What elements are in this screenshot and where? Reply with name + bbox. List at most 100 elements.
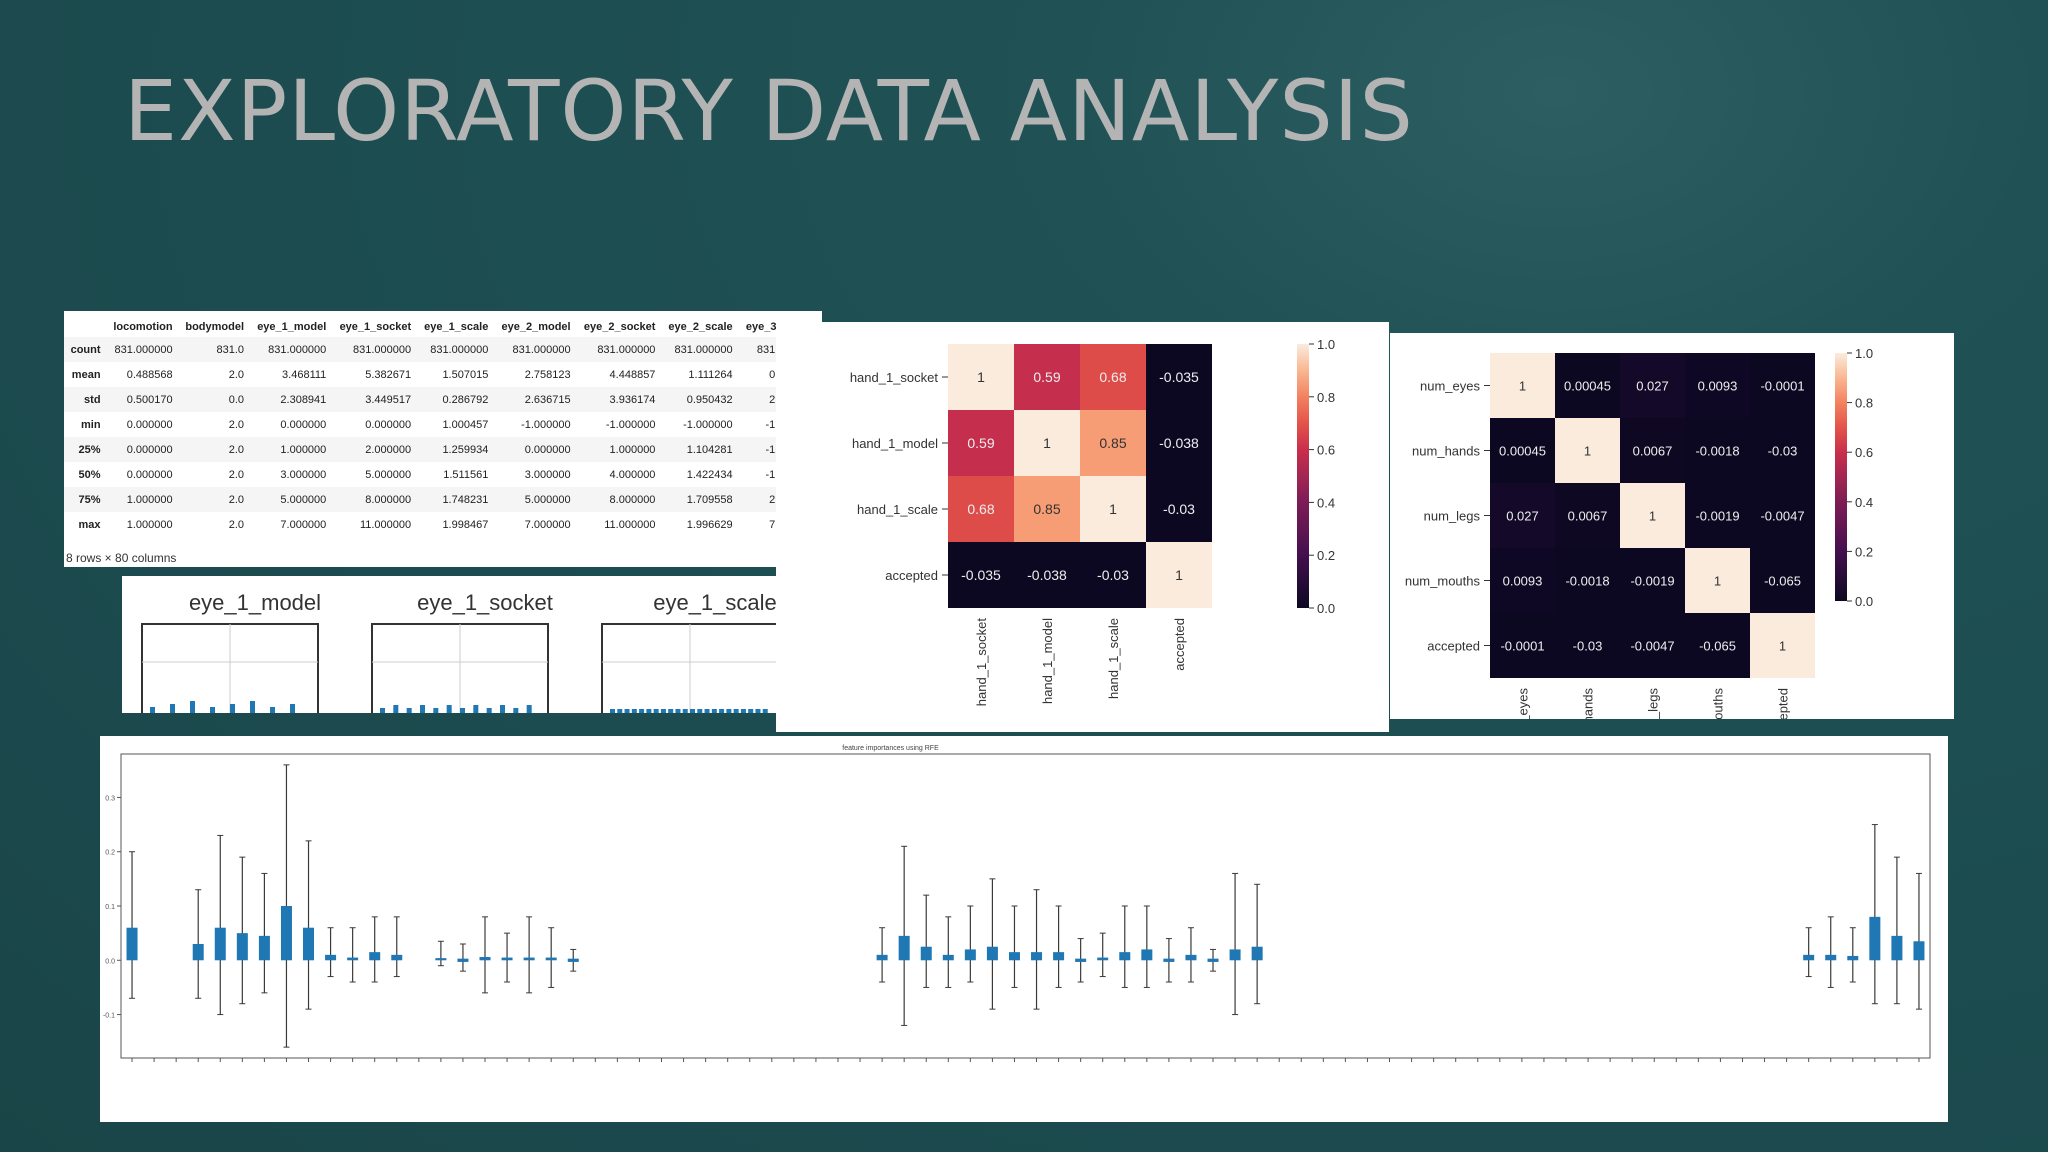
table-cell: 0.000000 — [126, 468, 173, 481]
heatmap-cell-label: 0.0093 — [1698, 379, 1738, 394]
histogram-bar — [682, 709, 688, 713]
histogram-bar — [500, 705, 505, 713]
table-cell: 3.449517 — [365, 393, 412, 406]
table-cell: 11.000000 — [604, 518, 656, 531]
colorbar-tick-label: 0.0 — [1855, 594, 1873, 609]
colorbar-tick-label: 0.2 — [1855, 544, 1873, 559]
histogram-bar — [473, 705, 479, 713]
table-cell: 3.000000 — [280, 468, 327, 481]
heatmap-cell-label: 1 — [1649, 509, 1656, 524]
heatmap-cell — [1685, 353, 1750, 418]
table-cell: 2.0 — [228, 368, 245, 381]
table-cell: 0.000000 — [126, 443, 173, 456]
heatmap-cell-label: -0.03 — [1573, 639, 1603, 654]
table-row: count 831.000000 831.0 831.000000 831.000000… — [64, 337, 820, 362]
heatmap-cell-label: -0.0018 — [1695, 444, 1739, 459]
table-cell: 11.000000 — [359, 518, 412, 531]
heatmap-cell-label: -0.0047 — [1760, 509, 1804, 524]
heatmap-col-label: accepted — [1776, 688, 1791, 719]
histogram-title: eye_1_socket — [417, 590, 553, 615]
boxplot-box — [523, 957, 535, 961]
histogram-bar — [380, 708, 385, 713]
table-row: max 1.000000 2.0 7.000000 11.000000 1.998467 7… — [64, 512, 820, 537]
histogram-bar — [617, 709, 623, 713]
y-tick-label: 0.3 — [105, 795, 115, 802]
table-cell: 1.000000 — [609, 443, 656, 456]
histogram-bar — [675, 709, 681, 713]
heatmap-cell — [1620, 483, 1685, 548]
heatmap-cell-label: -0.035 — [1159, 369, 1199, 385]
histogram-bar — [150, 707, 155, 713]
table-cell: 1.511561 — [443, 468, 489, 481]
boxplot-box — [258, 935, 270, 961]
column-header: locomotion — [113, 321, 173, 333]
heatmap-hand-features: 1 0.59 0.68 -0.035 0.59 1 0.85 -0.038 0.68 0.85 1 -… — [850, 337, 1335, 706]
row-label: min — [80, 418, 101, 431]
heatmap-cell — [1146, 410, 1212, 476]
heatmap-col-label: num_hands — [1581, 688, 1596, 719]
histogram-bar — [290, 704, 295, 713]
colorbar-tick-label: 1.0 — [1317, 337, 1335, 352]
heatmap-cell-label: 0.68 — [1099, 369, 1126, 385]
table-cell: 4.000000 — [609, 468, 656, 481]
table-row: 75% 1.000000 2.0 5.000000 8.000000 1.748231 5.… — [64, 487, 820, 512]
histogram-bar — [733, 709, 739, 713]
heatmap-cell — [1685, 548, 1750, 613]
heatmap-col-label: num_eyes — [1516, 688, 1531, 719]
heatmap-cell-label: -0.03 — [1768, 444, 1798, 459]
boxplot-box — [986, 946, 998, 961]
boxplot-box — [479, 957, 491, 961]
histogram-bar — [704, 709, 710, 713]
boxplot-box — [1825, 954, 1837, 961]
heatmap-cell-label: -0.065 — [1764, 574, 1801, 589]
heatmap-cell-label: 0.0067 — [1633, 444, 1673, 459]
colorbar-tick-label: 1.0 — [1855, 346, 1873, 361]
heatmap-col-label: accepted — [1172, 618, 1187, 671]
heatmap-cell-label: 0.00045 — [1499, 444, 1546, 459]
heatmap-cell-label: -0.038 — [1159, 435, 1199, 451]
table-cell: 5.000000 — [280, 493, 327, 506]
heatmap-row-label: accepted — [1427, 639, 1480, 654]
column-header: eye_2_scale — [668, 321, 733, 333]
row-label: 25% — [78, 443, 101, 456]
heatmap-cell-label: 0.59 — [967, 435, 994, 451]
boxplot-box — [192, 944, 204, 961]
heatmap-count-features: 1 0.00045 0.027 0.0093 -0.0001 0.00045 1 0.0067… — [1405, 346, 1873, 719]
boxplot-box — [1803, 954, 1815, 961]
heatmap-cell-label: -0.0001 — [1760, 379, 1804, 394]
histograms-chart — [141, 623, 776, 713]
boxplot-box — [1913, 941, 1925, 961]
table-cell: 0.000000 — [280, 418, 327, 431]
histogram-bar — [697, 709, 703, 713]
heatmap-col-label: hand_1_scale — [1106, 618, 1121, 699]
heatmap-cell — [948, 476, 1014, 542]
table-cell: 1.000457 — [442, 418, 489, 431]
heatmap-cell — [1750, 483, 1815, 548]
heatmap-cell-label: 0.0093 — [1503, 574, 1543, 589]
heatmap-cell — [1080, 410, 1146, 476]
heatmap-cell-label: -0.0019 — [1695, 509, 1739, 524]
table-cell: 1.748231 — [442, 493, 489, 506]
histogram-bar — [460, 708, 465, 713]
boxplot-box — [325, 954, 337, 961]
heatmap-cell — [1555, 548, 1620, 613]
heatmap-cell — [1080, 476, 1146, 542]
boxplot-frame — [120, 753, 1931, 1059]
histogram-bar — [230, 704, 235, 713]
slide-title: EXPLORATORY DATA ANALYSIS — [124, 62, 1414, 160]
heatmap-cell-label: 0.00045 — [1564, 379, 1611, 394]
column-header: eye_2_model — [501, 321, 571, 333]
row-label: 75% — [78, 493, 101, 506]
heatmap-cell-label: -0.03 — [1097, 567, 1129, 583]
table-row: std 0.500170 0.0 2.308941 3.449517 0.286792 2.… — [64, 387, 820, 412]
table-cell: 3.936174 — [609, 393, 656, 406]
table-cell: 8.000000 — [609, 493, 656, 506]
table-cell: 2.0 — [228, 418, 245, 431]
colorbar-tick-label: 0.4 — [1317, 495, 1335, 510]
table-cell: 831.000000 — [268, 343, 327, 356]
table-cell: 4.448857 — [609, 368, 656, 381]
histogram-bar — [755, 709, 761, 713]
heatmap-cell-label: 0.85 — [1099, 435, 1126, 451]
heatmap-cell — [1146, 476, 1212, 542]
heatmap-cell — [1014, 344, 1080, 410]
